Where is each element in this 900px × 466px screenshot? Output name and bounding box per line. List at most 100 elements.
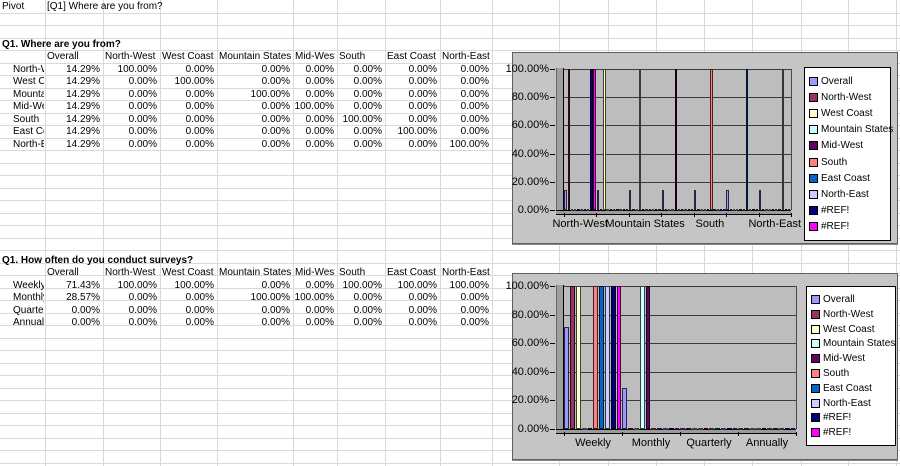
table-cell[interactable]: 0.00%: [128, 126, 157, 137]
legend-item[interactable]: South: [811, 367, 849, 379]
table-cell[interactable]: 14.29%: [66, 76, 100, 87]
legend-item[interactable]: West Coast: [809, 108, 873, 120]
table-cell[interactable]: 0.00%: [305, 317, 334, 328]
legend-item[interactable]: Mountain States: [809, 124, 893, 136]
column-header[interactable]: North-West: [105, 51, 156, 62]
table-cell[interactable]: 0.00%: [353, 304, 382, 316]
table-cell[interactable]: 100.00%: [117, 63, 157, 75]
legend-item[interactable]: East Coast: [809, 172, 870, 184]
table-cell[interactable]: 0.00%: [460, 317, 489, 328]
row-label[interactable]: Mid-West: [13, 101, 44, 112]
table-cell[interactable]: 0.00%: [261, 304, 290, 316]
table-cell[interactable]: 0.00%: [71, 304, 100, 316]
chart-q1-frequency[interactable]: 100.00% 80.00% 60.00% 40.00% 20.00% 0.00% Week…: [506, 273, 898, 460]
column-header[interactable]: Mid-West: [295, 51, 335, 62]
legend-item[interactable]: Mountain States: [811, 338, 895, 350]
chart-q1-region[interactable]: 100.00% 80.00% 60.00% 40.00% 20.00% 0.00% Nort…: [506, 52, 898, 244]
table-cell[interactable]: 100.00%: [449, 138, 489, 150]
table-cell[interactable]: 0.00%: [185, 101, 214, 112]
table-cell[interactable]: 0.00%: [185, 304, 214, 316]
table-cell[interactable]: 0.00%: [128, 88, 157, 100]
table-cell[interactable]: 0.00%: [408, 292, 437, 303]
table-cell[interactable]: 0.00%: [185, 63, 214, 75]
table-cell[interactable]: 0.00%: [261, 76, 290, 87]
chart-legend[interactable]: Overall North-West West Coast Mountain Stat…: [804, 67, 893, 241]
legend-item[interactable]: Overall: [809, 75, 853, 87]
table-cell[interactable]: 0.00%: [353, 138, 382, 150]
legend-item[interactable]: Overall: [811, 293, 855, 305]
table-cell[interactable]: 100.00%: [294, 292, 334, 303]
column-header[interactable]: North-East: [442, 51, 490, 62]
table-cell[interactable]: 0.00%: [128, 101, 157, 112]
table-cell[interactable]: 0.00%: [185, 126, 214, 137]
table-cell[interactable]: 0.00%: [353, 292, 382, 303]
table-cell[interactable]: 0.00%: [185, 292, 214, 303]
row-label[interactable]: West Coast: [13, 76, 44, 87]
table-cell[interactable]: 100.00%: [117, 279, 157, 291]
legend-item[interactable]: North-East: [809, 189, 869, 201]
table-cell[interactable]: 100.00%: [174, 76, 214, 87]
column-header[interactable]: North-West: [105, 267, 156, 278]
table-cell[interactable]: 0.00%: [408, 317, 437, 328]
table-cell[interactable]: 0.00%: [408, 113, 437, 125]
table-cell[interactable]: 100.00%: [250, 88, 290, 100]
legend-item[interactable]: Mid-West: [811, 353, 865, 365]
row-label[interactable]: South: [13, 113, 40, 125]
table-cell[interactable]: 0.00%: [353, 101, 382, 112]
legend-item[interactable]: Mid-West: [809, 140, 863, 152]
table-cell[interactable]: 0.00%: [261, 317, 290, 328]
table-cell[interactable]: 14.29%: [66, 63, 100, 75]
table-cell[interactable]: 0.00%: [128, 76, 157, 87]
table-cell[interactable]: 100.00%: [342, 279, 382, 291]
table-cell[interactable]: 0.00%: [305, 88, 334, 100]
table-cell[interactable]: 0.00%: [261, 126, 290, 137]
table-cell[interactable]: 0.00%: [261, 138, 290, 150]
table-cell[interactable]: 0.00%: [185, 113, 214, 125]
row-label[interactable]: Monthly: [13, 292, 44, 303]
legend-item[interactable]: #REF!: [811, 412, 851, 424]
table-cell[interactable]: 100.00%: [397, 126, 437, 137]
table-cell[interactable]: 0.00%: [353, 63, 382, 75]
column-header[interactable]: Overall: [47, 267, 79, 278]
legend-item[interactable]: West Coast: [811, 323, 875, 335]
table-cell[interactable]: 0.00%: [460, 63, 489, 75]
legend-item[interactable]: North-West: [809, 91, 871, 103]
table-cell[interactable]: 0.00%: [353, 76, 382, 87]
column-header[interactable]: East Coast: [387, 267, 436, 278]
column-header[interactable]: Mid-West: [295, 267, 335, 278]
column-header[interactable]: West Coast: [162, 267, 214, 278]
column-header[interactable]: North-East: [442, 267, 490, 278]
table-cell[interactable]: 0.00%: [128, 292, 157, 303]
table-cell[interactable]: 0.00%: [305, 138, 334, 150]
chart-legend[interactable]: Overall North-West West Coast Mountain Stat…: [806, 286, 896, 446]
legend-item[interactable]: #REF!: [809, 221, 849, 233]
row-label[interactable]: East Coast: [13, 126, 44, 137]
table-cell[interactable]: 0.00%: [261, 113, 290, 125]
row-label[interactable]: North-West: [13, 63, 44, 75]
row-label[interactable]: North-East: [13, 138, 44, 150]
table-cell[interactable]: 100.00%: [342, 113, 382, 125]
table-cell[interactable]: 0.00%: [353, 88, 382, 100]
cell-pivot-question[interactable]: [Q1] Where are you from?: [47, 1, 163, 12]
row-label[interactable]: Weekly: [13, 279, 44, 291]
legend-item[interactable]: #REF!: [809, 205, 849, 217]
column-header[interactable]: East Coast: [387, 51, 436, 62]
legend-item[interactable]: East Coast: [811, 382, 872, 394]
table-cell[interactable]: 14.29%: [66, 126, 100, 137]
column-header[interactable]: Overall: [47, 51, 79, 62]
table-cell[interactable]: 0.00%: [305, 113, 334, 125]
column-header[interactable]: West Coast: [162, 51, 214, 62]
column-header[interactable]: Mountain States: [219, 267, 291, 278]
table-cell[interactable]: 0.00%: [128, 317, 157, 328]
table-cell[interactable]: 0.00%: [305, 63, 334, 75]
table-cell[interactable]: 0.00%: [353, 126, 382, 137]
row-label[interactable]: Mountain States: [13, 88, 44, 100]
table-cell[interactable]: 100.00%: [294, 101, 334, 112]
table-cell[interactable]: 0.00%: [305, 126, 334, 137]
table-cell[interactable]: 0.00%: [305, 279, 334, 291]
table-cell[interactable]: 0.00%: [185, 88, 214, 100]
table-cell[interactable]: 0.00%: [185, 138, 214, 150]
table-cell[interactable]: 100.00%: [397, 279, 437, 291]
table-cell[interactable]: 28.57%: [66, 292, 100, 303]
table-cell[interactable]: 100.00%: [250, 292, 290, 303]
